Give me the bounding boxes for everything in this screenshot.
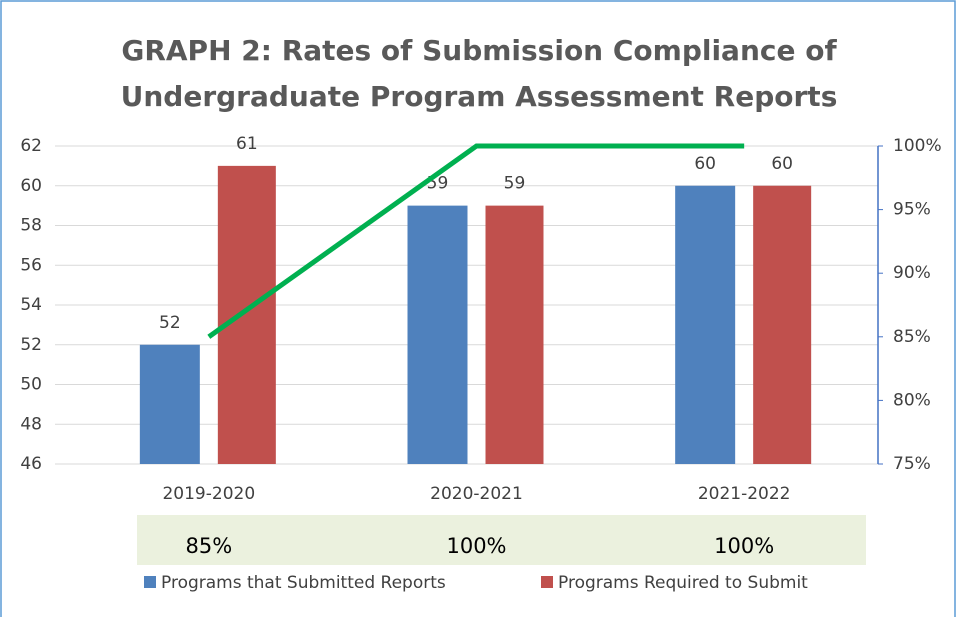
rate-row [137, 515, 866, 565]
rate-label: 100% [714, 534, 774, 558]
x-tick-label: 2021-2022 [698, 484, 791, 504]
bar [217, 165, 276, 464]
bar-value-label: 61 [236, 134, 258, 154]
bar-value-label: 60 [694, 154, 716, 174]
y2-tick-label: 95% [893, 200, 931, 220]
x-tick-label: 2019-2020 [162, 484, 255, 504]
y-tick-label: 54 [20, 295, 42, 315]
legend-swatch [144, 576, 156, 588]
legend-swatch [541, 576, 553, 588]
y-tick-label: 56 [20, 255, 42, 275]
y2-tick-label: 80% [893, 390, 931, 410]
rate-line [207, 143, 745, 339]
y-tick-label: 52 [20, 335, 42, 355]
y2-tick-label: 75% [893, 454, 931, 474]
y-tick-label: 50 [20, 375, 42, 395]
bar [753, 185, 812, 464]
y-tick-label: 48 [20, 414, 42, 434]
bar [485, 205, 544, 464]
bar-value-label: 60 [771, 154, 793, 174]
bar-value-label: 52 [159, 313, 181, 333]
bar-value-label: 59 [504, 174, 526, 194]
rate-label: 100% [446, 534, 506, 558]
rate-label: 85% [185, 534, 232, 558]
y-tick-label: 62 [20, 136, 42, 156]
bar [675, 185, 736, 464]
y-tick-label: 58 [20, 216, 42, 236]
legend-label: Programs that Submitted Reports [161, 573, 446, 593]
bar [139, 344, 200, 464]
x-tick-label: 2020-2021 [430, 484, 523, 504]
legend-label: Programs Required to Submit [558, 573, 808, 593]
title-box: GRAPH 2: Rates of Submission Compliance … [120, 34, 838, 113]
y2-tick-label: 85% [893, 327, 931, 347]
y-tick-label: 60 [20, 176, 42, 196]
chart-title: GRAPH 2: Rates of Submission Compliance … [120, 34, 838, 113]
y-tick-label: 46 [20, 454, 42, 474]
y2-tick-label: 100% [893, 136, 942, 156]
bar [407, 205, 468, 464]
y2-tick-label: 90% [893, 263, 931, 283]
